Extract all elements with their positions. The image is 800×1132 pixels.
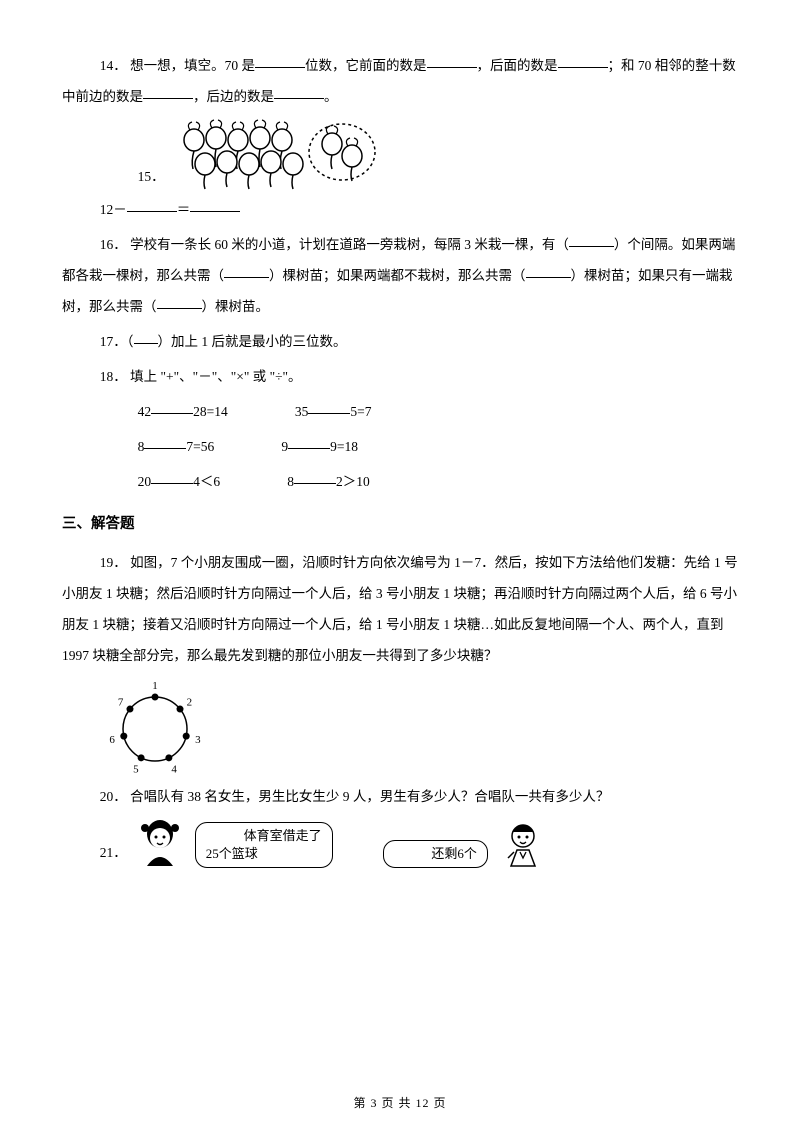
blank[interactable] — [143, 84, 193, 99]
q21: 21． 体育室借走了 25个篮球 还剩6个 — [62, 816, 738, 868]
blank[interactable] — [526, 263, 571, 278]
q18-row2: 87=56 99=18 — [62, 431, 738, 462]
blank[interactable] — [569, 232, 614, 247]
q15-expr: 12－＝ — [62, 194, 738, 225]
q14-num: 14 — [100, 58, 114, 73]
blank[interactable] — [558, 53, 608, 68]
blank[interactable] — [190, 197, 240, 212]
svg-text:7: 7 — [118, 697, 124, 709]
svg-text:2: 2 — [186, 697, 192, 709]
q19-figure: 1 2 3 4 5 6 7 — [62, 675, 738, 779]
q16-num: 16 — [100, 237, 114, 252]
blank[interactable] — [308, 400, 350, 415]
blank[interactable] — [144, 435, 186, 450]
q20-num: 20 — [100, 789, 114, 804]
svg-text:1: 1 — [152, 680, 158, 692]
blank[interactable] — [288, 435, 330, 450]
circle-7-diagram: 1 2 3 4 5 6 7 — [100, 675, 210, 779]
svg-text:6: 6 — [109, 734, 115, 746]
radish-diagram — [172, 116, 382, 192]
blank[interactable] — [151, 470, 193, 485]
svg-text:3: 3 — [195, 734, 201, 746]
svg-text:5: 5 — [133, 764, 139, 776]
svg-text:4: 4 — [171, 764, 177, 776]
speech-bubble-2: 还剩6个 — [383, 840, 488, 868]
q15-image-row: 15． — [62, 116, 738, 192]
blank[interactable] — [294, 470, 336, 485]
q18-row3: 204＜6 82＞10 — [62, 466, 738, 497]
blank[interactable] — [157, 294, 202, 309]
speech-bubble-1: 体育室借走了 25个篮球 — [195, 822, 333, 868]
q17-num: 17 — [100, 334, 114, 349]
q18-num: 18 — [100, 369, 114, 384]
blank[interactable] — [274, 84, 324, 99]
q17: 17．（）加上 1 后就是最小的三位数。 — [62, 326, 738, 357]
q21-num: 21． — [62, 837, 127, 868]
q19-num: 19 — [100, 555, 114, 570]
page-footer: 第 3 页 共 12 页 — [0, 1090, 800, 1118]
blank[interactable] — [224, 263, 269, 278]
q18-row1: 4228=14 355=7 — [62, 396, 738, 427]
q20: 20． 合唱队有 38 名女生，男生比女生少 9 人，男生有多少人？合唱队一共有… — [62, 781, 738, 812]
q16: 16． 学校有一条长 60 米的小道，计划在道路一旁栽树，每隔 3 米栽一棵，有… — [62, 229, 738, 322]
section-3-head: 三、解答题 — [62, 508, 738, 541]
blank[interactable] — [127, 197, 177, 212]
blank[interactable] — [151, 400, 193, 415]
q18-head: 18． 填上 "+"、"－"、"×" 或 "÷"。 — [62, 361, 738, 392]
blank[interactable] — [427, 53, 477, 68]
blank[interactable] — [134, 329, 158, 344]
blank[interactable] — [255, 53, 305, 68]
q14: 14． 想一想，填空。70 是位数，它前面的数是，后面的数是；和 70 相邻的整… — [62, 50, 738, 112]
girl-icon — [137, 816, 183, 868]
boy-icon — [500, 816, 546, 868]
q19: 19． 如图，7 个小朋友围成一圈，沿顺时针方向依次编号为 1－7．然后，按如下… — [62, 547, 738, 671]
q15-num: 15． — [100, 161, 165, 192]
